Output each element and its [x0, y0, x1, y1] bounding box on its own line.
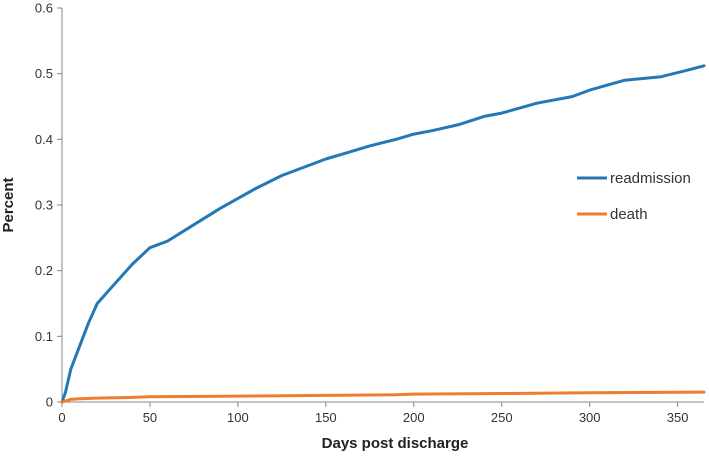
y-tick-label: 0 — [46, 395, 53, 410]
legend: readmission death — [577, 170, 691, 223]
x-tick-label: 0 — [58, 410, 65, 425]
y-axis-title: Percent — [0, 177, 17, 232]
x-tick-label: 100 — [227, 410, 249, 425]
y-tick-label: 0.6 — [35, 1, 53, 16]
y-tick-label: 0.1 — [35, 329, 53, 344]
x-tick-label: 150 — [315, 410, 337, 425]
y-tick-label: 0.5 — [35, 66, 53, 81]
x-tick-label: 350 — [667, 410, 689, 425]
x-axis-title: Days post discharge — [322, 435, 469, 452]
x-tick-label: 200 — [403, 410, 425, 425]
x-tick-label: 50 — [143, 410, 157, 425]
x-tick-label: 300 — [579, 410, 601, 425]
x-tick-label: 250 — [491, 410, 513, 425]
series-line-death — [60, 390, 706, 404]
y-tick-label: 0.4 — [35, 132, 53, 147]
legend-label-readmission: readmission — [610, 170, 691, 187]
axes: 0 0.1 0.2 0.3 0.4 0.5 0.6 0 50 100 150 200 250 300 350 — [35, 1, 704, 425]
y-tick-label: 0.2 — [35, 263, 53, 278]
legend-label-death: death — [610, 206, 648, 223]
series-lines — [60, 64, 706, 404]
series-line-readmission — [60, 64, 706, 404]
y-tick-label: 0.3 — [35, 198, 53, 213]
